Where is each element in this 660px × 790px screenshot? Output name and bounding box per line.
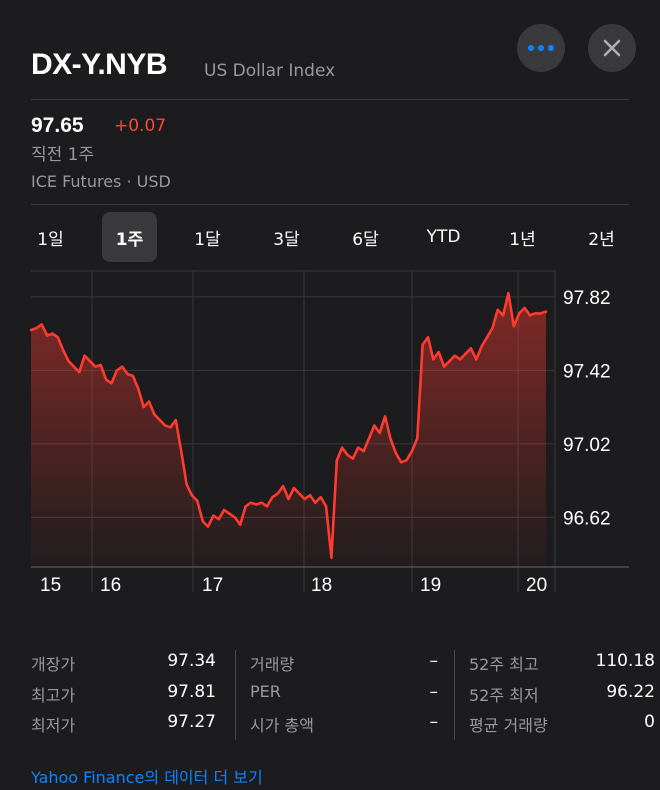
stat-low-value: 97.27 xyxy=(167,712,216,732)
stat-mktcap-label: 시가 총액 xyxy=(250,716,314,735)
stats-divider-1 xyxy=(235,650,236,740)
tab-1y[interactable]: 1년 xyxy=(509,229,536,250)
stat-volume-value: – xyxy=(429,651,439,671)
price-line xyxy=(29,291,548,560)
stat-high-label: 최고가 xyxy=(31,686,76,705)
tab-2y[interactable]: 2년 xyxy=(588,229,615,250)
stat-52w-low-label: 52주 최저 xyxy=(469,686,539,705)
price-chart[interactable]: 97.82 97.42 97.02 96.62 15 16 17 18 19 20 xyxy=(0,268,660,600)
time-range-tabs: 1일 1주 1달 3달 6달 YTD 1년 2년 xyxy=(0,212,660,264)
close-button[interactable] xyxy=(588,24,636,72)
stats-divider-2 xyxy=(454,650,455,740)
stat-mktcap-value: – xyxy=(429,712,439,732)
stat-per-value: – xyxy=(429,682,439,702)
quote-divider xyxy=(31,204,629,205)
stat-per-label: PER xyxy=(250,682,281,701)
stock-symbol: DX-Y.NYB xyxy=(31,48,168,81)
stat-52w-low-value: 96.22 xyxy=(606,682,655,702)
stat-avg-volume-value: 0 xyxy=(644,712,655,732)
stat-open-label: 개장가 xyxy=(31,655,76,674)
company-name: US Dollar Index xyxy=(204,61,336,81)
x-tick-label: 17 xyxy=(202,575,223,596)
y-tick-label: 97.02 xyxy=(563,435,611,456)
header-divider xyxy=(31,99,629,100)
tab-ytd[interactable]: YTD xyxy=(426,227,461,247)
tab-3m[interactable]: 3달 xyxy=(273,229,300,250)
x-tick-label: 20 xyxy=(526,575,547,596)
tab-6m[interactable]: 6달 xyxy=(352,229,379,250)
stat-volume-label: 거래량 xyxy=(250,655,295,674)
price-area-fill xyxy=(31,293,546,567)
exchange-label: ICE Futures · USD xyxy=(31,172,171,191)
stat-52w-high-label: 52주 최고 xyxy=(469,655,539,674)
stat-avg-volume-label: 평균 거래량 xyxy=(469,716,548,735)
x-tick-label: 15 xyxy=(40,575,61,596)
more-options-button[interactable] xyxy=(517,24,565,72)
tab-1d[interactable]: 1일 xyxy=(37,229,64,250)
price-change: +0.07 xyxy=(114,116,167,136)
y-tick-label: 96.62 xyxy=(563,508,611,529)
x-tick-label: 18 xyxy=(311,575,332,596)
yahoo-finance-link[interactable]: Yahoo Finance의 데이터 더 보기 xyxy=(31,764,263,788)
tab-1w[interactable]: 1주 xyxy=(102,212,157,262)
close-icon xyxy=(603,39,621,57)
ellipsis-icon xyxy=(528,45,554,51)
current-price: 97.65 xyxy=(31,114,84,137)
period-label: 직전 1주 xyxy=(31,145,95,165)
tab-1m[interactable]: 1달 xyxy=(194,229,221,250)
stat-high-value: 97.81 xyxy=(167,682,216,702)
stat-open-value: 97.34 xyxy=(167,651,216,671)
y-tick-label: 97.42 xyxy=(563,361,611,382)
x-tick-label: 19 xyxy=(420,575,441,596)
footer-brand: Yahoo Finance xyxy=(31,768,145,787)
footer-rest: 의 데이터 더 보기 xyxy=(144,768,263,787)
stat-52w-high-value: 110.18 xyxy=(595,651,655,671)
stat-low-label: 최저가 xyxy=(31,716,76,735)
y-tick-label: 97.82 xyxy=(563,288,611,309)
x-tick-label: 16 xyxy=(100,575,121,596)
